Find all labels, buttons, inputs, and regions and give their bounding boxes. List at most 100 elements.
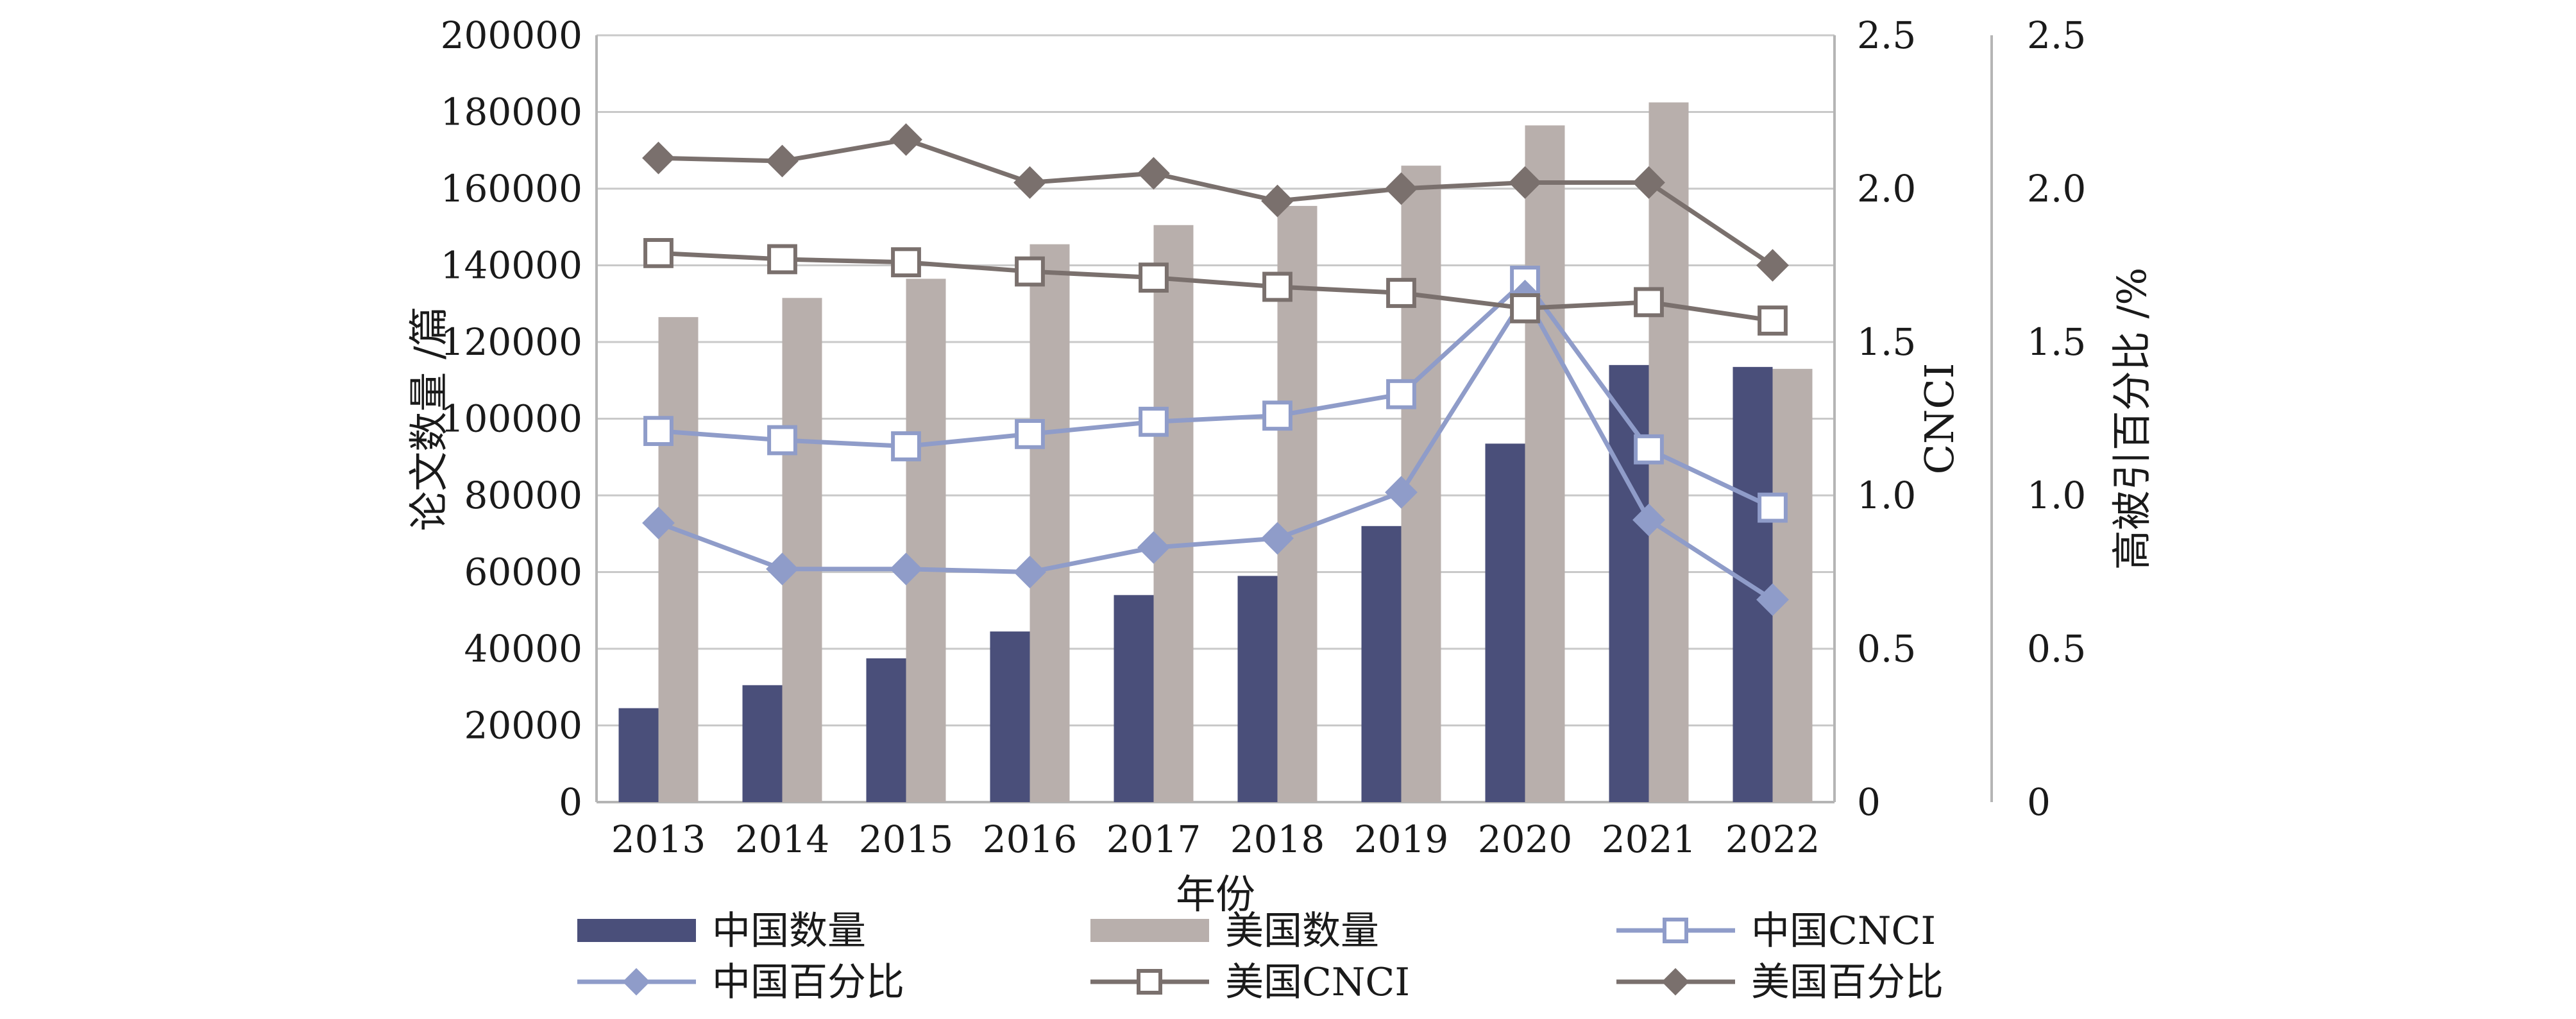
bar-中国数量 [1114, 595, 1154, 802]
legend-label: 中国数量 [712, 909, 866, 954]
x-tick-label: 2021 [1602, 818, 1697, 861]
point-美国百分比 [766, 144, 799, 178]
x-tick-label: 2019 [1354, 818, 1449, 861]
point-美国CNCI [1386, 278, 1416, 308]
y-right1-tick-label: 0.5 [1857, 627, 1916, 671]
legend-label: 美国数量 [1225, 909, 1379, 954]
point-中国百分比 [1261, 522, 1294, 555]
point-美国百分比 [1013, 166, 1046, 199]
y-right1-tick-label: 0 [1857, 780, 1881, 824]
legend-item-中国数量: 中国数量 [577, 909, 866, 954]
point-美国百分比 [642, 141, 675, 175]
point-美国百分比 [890, 123, 922, 156]
point-中国百分比 [766, 552, 799, 586]
point-美国百分比 [1385, 172, 1418, 205]
y-left-tick-label: 20000 [464, 704, 582, 748]
bar-美国数量 [1277, 205, 1318, 802]
point-美国百分比 [1137, 157, 1170, 190]
y-right2-axis-title: 高被引百分比 /% [2108, 268, 2155, 570]
point-中国百分比 [1137, 531, 1170, 564]
point-中国百分比 [1013, 556, 1046, 588]
legend-item-美国CNCI: 美国CNCI [1090, 960, 1410, 1005]
x-axis-title: 年份 [1176, 871, 1255, 918]
bar-美国数量 [1525, 125, 1565, 803]
point-美国百分比 [1509, 166, 1541, 199]
bar-中国数量 [1609, 364, 1649, 802]
point-美国CNCI [1510, 293, 1540, 323]
y-left-axis-title: 论文数量 /篇 [405, 306, 452, 531]
bar-美国数量 [1030, 244, 1070, 802]
x-tick-label: 2015 [859, 818, 954, 861]
point-美国CNCI [1634, 287, 1664, 318]
y-right1-tick-label: 2.5 [1857, 13, 1916, 57]
point-美国百分比 [1632, 166, 1665, 199]
legend-item-中国CNCI: 中国CNCI [1616, 909, 1936, 954]
point-中国CNCI [1386, 379, 1416, 409]
y-right2-tick-label: 0 [2027, 780, 2051, 824]
y-right2-tick-label: 1.5 [2027, 320, 2086, 364]
bar-中国数量 [742, 685, 783, 802]
y-right2-tick-label: 1.0 [2027, 474, 2086, 517]
lines [642, 123, 1789, 616]
x-tick-label: 2013 [611, 818, 706, 861]
legend: 中国数量 美国数量 中国CNCI 中国百分比 美国CNCI 美国百分比 [577, 909, 1944, 1005]
point-中国百分比 [1632, 503, 1665, 536]
line-中国百分比 [657, 293, 1774, 602]
legend-marker [622, 968, 650, 996]
point-中国CNCI [1139, 406, 1169, 437]
legend-item-美国百分比: 美国百分比 [1616, 960, 1944, 1005]
bar-中国数量 [1361, 526, 1402, 802]
legend-label: 中国CNCI [1751, 909, 1936, 954]
point-中国CNCI [1015, 419, 1045, 449]
bar-中国数量 [1485, 443, 1525, 802]
y-right1-tick-label: 1.0 [1857, 474, 1916, 517]
point-中国百分比 [642, 506, 675, 540]
point-中国百分比 [1385, 475, 1418, 509]
point-中国百分比 [890, 552, 922, 586]
line-中国CNCI [658, 278, 1774, 510]
point-美国百分比 [1756, 249, 1789, 282]
bars [618, 102, 1813, 803]
tick-labels: 0 20000 40000 60000 80000 100000 120000 140000 1… [405, 13, 2155, 918]
y-left-tick-label: 200000 [441, 13, 582, 57]
y-left-tick-label: 160000 [441, 167, 582, 210]
y-right2-tick-label: 2.5 [2027, 13, 2086, 57]
x-tick-label: 2014 [735, 818, 830, 861]
legend-item-中国百分比: 中国百分比 [577, 960, 904, 1005]
point-中国CNCI [1634, 434, 1664, 465]
point-美国CNCI [1139, 262, 1169, 293]
y-left-tick-label: 120000 [441, 320, 582, 364]
y-left-tick-label: 100000 [441, 397, 582, 441]
x-tick-label: 2022 [1725, 818, 1820, 861]
y-left-tick-label: 0 [559, 780, 582, 824]
y-right2-tick-label: 0.5 [2027, 627, 2086, 671]
y-right1-axis-title: CNCI [1916, 363, 1963, 475]
legend-marker [1137, 969, 1162, 995]
legend-label: 美国CNCI [1225, 960, 1410, 1005]
bar-中国数量 [866, 658, 906, 802]
y-left-tick-label: 60000 [464, 551, 582, 594]
legend-label: 中国百分比 [712, 960, 904, 1005]
bar-中国数量 [990, 631, 1030, 802]
point-美国CNCI [1758, 305, 1788, 336]
point-中国百分比 [1756, 583, 1789, 616]
point-美国CNCI [643, 237, 674, 268]
point-美国CNCI [1015, 256, 1045, 287]
bar-美国数量 [782, 298, 822, 803]
x-tick-label: 2016 [983, 818, 1078, 861]
x-tick-label: 2018 [1230, 818, 1325, 861]
line-美国CNCI [658, 250, 1774, 323]
point-美国百分比 [1261, 184, 1294, 218]
bar-中国数量 [618, 708, 659, 802]
point-美国CNCI [1262, 271, 1292, 302]
bar-美国数量 [906, 278, 946, 803]
point-中国CNCI [1758, 492, 1788, 523]
legend-item-美国数量: 美国数量 [1090, 909, 1379, 954]
legend-swatch [1090, 919, 1209, 942]
y-left-tick-label: 140000 [441, 244, 582, 287]
point-中国CNCI [767, 425, 797, 456]
legend-label: 美国百分比 [1751, 960, 1944, 1005]
point-中国CNCI [891, 431, 921, 461]
y-left-tick-label: 80000 [464, 474, 582, 517]
point-中国CNCI [1262, 400, 1292, 431]
